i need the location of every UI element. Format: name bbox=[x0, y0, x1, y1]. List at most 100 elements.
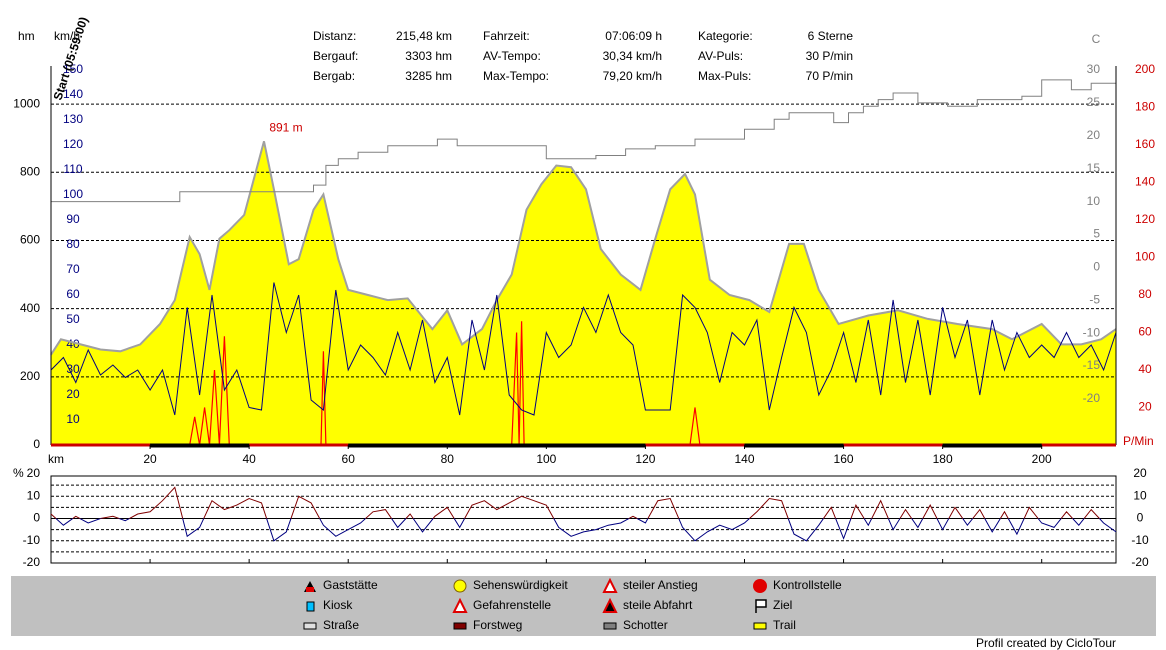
icon bbox=[602, 577, 618, 593]
surface-segment bbox=[744, 443, 844, 448]
temperature-tick-label: 10 bbox=[1087, 194, 1101, 208]
x-tick-label: 20 bbox=[143, 452, 157, 466]
legend-label: steile Abfahrt bbox=[623, 598, 693, 612]
icon bbox=[303, 622, 317, 630]
elevation-area bbox=[51, 141, 1116, 446]
stat-value: 07:06:09 h bbox=[605, 29, 662, 43]
peak-label: 891 m bbox=[269, 120, 302, 134]
pulse-tick-label: 60 bbox=[1138, 325, 1152, 339]
surface-segment bbox=[348, 443, 646, 448]
temperature-tick-label: -10 bbox=[1083, 325, 1101, 339]
gradient-tick-label: -10 bbox=[23, 533, 41, 547]
legend-label: Kontrollstelle bbox=[773, 578, 842, 592]
icon bbox=[755, 599, 767, 613]
speed-tick-label: 90 bbox=[66, 212, 80, 226]
pulse-tick-label: 80 bbox=[1138, 287, 1152, 301]
elevation-outline bbox=[50, 141, 1117, 356]
legend-label: Sehenswürdigkeit bbox=[473, 578, 568, 592]
pulse-tick-label: 200 bbox=[1135, 62, 1155, 76]
stat-value: 79,20 km/h bbox=[603, 69, 662, 83]
footer: Profil created by CicloTour bbox=[976, 636, 1116, 650]
speed-tick-label: 110 bbox=[63, 162, 82, 176]
gradient-axis-label: % bbox=[13, 466, 24, 480]
elevation-tick-label: 1000 bbox=[13, 96, 40, 110]
gradient-tick-label-right: 0 bbox=[1137, 511, 1144, 525]
legend-panel bbox=[11, 576, 1156, 636]
x-axis-label: km bbox=[48, 452, 64, 466]
speed-tick-label: 20 bbox=[66, 387, 80, 401]
x-tick-label: 160 bbox=[834, 452, 854, 466]
legend-label: Gaststätte bbox=[323, 578, 378, 592]
speed-tick-label: 10 bbox=[66, 412, 80, 426]
elevation-tick-label: 0 bbox=[33, 437, 40, 451]
gradient-tick-label-right: -20 bbox=[1131, 555, 1149, 569]
icon bbox=[453, 579, 467, 593]
elevation-tick-label: 600 bbox=[20, 233, 40, 247]
elevation-axis-label: hm bbox=[18, 29, 35, 43]
temperature-axis-label: C bbox=[1092, 32, 1101, 46]
speed-axis-label: km/h bbox=[54, 29, 80, 43]
elevation-tick-label: 200 bbox=[20, 369, 40, 383]
stat-label: Max-Puls: bbox=[698, 69, 751, 83]
temperature-tick-label: 0 bbox=[1093, 260, 1100, 274]
pulse-tick-label: 140 bbox=[1135, 175, 1155, 189]
speed-tick-label: 30 bbox=[66, 362, 80, 376]
speed-tick-label: 80 bbox=[66, 237, 80, 251]
icon bbox=[306, 587, 314, 592]
gradient-frame bbox=[50, 475, 1117, 564]
surface-segment bbox=[942, 443, 1042, 448]
speed-tick-label: 60 bbox=[66, 287, 80, 301]
gradient-tick-label: 0 bbox=[33, 511, 40, 525]
stat-label: Kategorie: bbox=[698, 29, 753, 43]
stat-value: 30 P/min bbox=[806, 49, 853, 63]
legend-label: Trail bbox=[773, 618, 796, 632]
surface-segment bbox=[150, 443, 250, 448]
x-tick-label: 140 bbox=[734, 452, 754, 466]
stat-value: 30,34 km/h bbox=[603, 49, 662, 63]
stat-value: 3285 hm bbox=[405, 69, 452, 83]
temperature-tick-label: -20 bbox=[1083, 391, 1101, 405]
legend-label: Kiosk bbox=[323, 598, 353, 612]
x-tick-label: 80 bbox=[441, 452, 455, 466]
speed-line bbox=[50, 282, 1117, 416]
icon bbox=[753, 622, 767, 630]
x-tick-label: 40 bbox=[242, 452, 256, 466]
temperature-tick-label: -15 bbox=[1083, 358, 1101, 372]
gradient-line bbox=[50, 486, 1117, 542]
temperature-tick-label: 15 bbox=[1087, 161, 1101, 175]
legend-label: steiler Anstieg bbox=[623, 578, 698, 592]
legend-label: Schotter bbox=[623, 618, 668, 632]
speed-tick-label: 130 bbox=[63, 112, 83, 126]
stat-value: 6 Sterne bbox=[808, 29, 854, 43]
pulse-tick-label: 180 bbox=[1135, 100, 1155, 114]
x-tick-label: 60 bbox=[342, 452, 356, 466]
x-tick-label: 200 bbox=[1032, 452, 1052, 466]
pulse-tick-label: 40 bbox=[1138, 362, 1152, 376]
icon bbox=[602, 597, 618, 613]
x-tick-label: 120 bbox=[635, 452, 655, 466]
stat-label: Bergauf: bbox=[313, 49, 358, 63]
stat-label: Bergab: bbox=[313, 69, 355, 83]
elevation-tick-label: 800 bbox=[20, 164, 40, 178]
stat-label: AV-Tempo: bbox=[483, 49, 541, 63]
temperature-line bbox=[51, 79, 1116, 203]
pulse-tick-label: 20 bbox=[1138, 400, 1152, 414]
legend-label: Gefahrenstelle bbox=[473, 598, 551, 612]
icon bbox=[452, 597, 468, 613]
stat-label: AV-Puls: bbox=[698, 49, 743, 63]
gradient-tick-label-right: 10 bbox=[1133, 488, 1147, 502]
gradient-tick-label-right: -10 bbox=[1131, 533, 1149, 547]
gradient-tick-label: 10 bbox=[27, 488, 41, 502]
speed-tick-label: 70 bbox=[66, 262, 80, 276]
legend-label: Forstweg bbox=[473, 618, 522, 632]
icon bbox=[453, 622, 467, 630]
temperature-tick-label: 25 bbox=[1087, 95, 1101, 109]
pulse-tick-label: 120 bbox=[1135, 212, 1155, 226]
temperature-tick-label: -5 bbox=[1089, 292, 1100, 306]
speed-tick-label: 120 bbox=[63, 137, 83, 151]
stat-label: Distanz: bbox=[313, 29, 356, 43]
pulse-tick-label: 160 bbox=[1135, 137, 1155, 151]
gradient-tick-label: 20 bbox=[27, 466, 41, 480]
icon bbox=[306, 601, 315, 612]
